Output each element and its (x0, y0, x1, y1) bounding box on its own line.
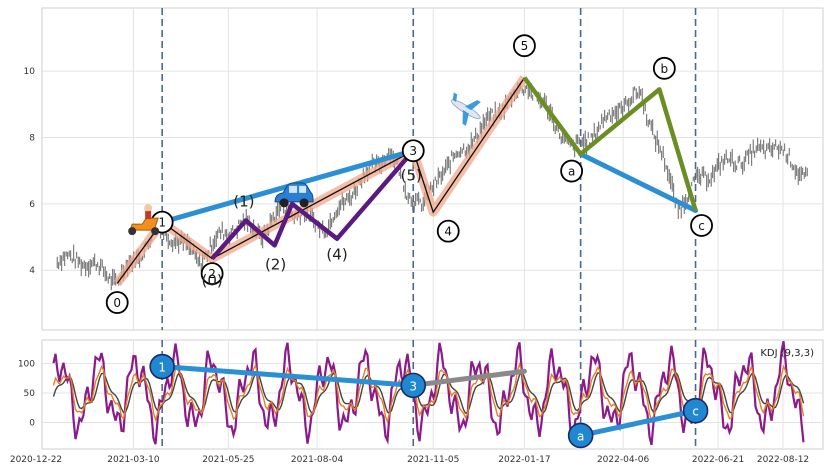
y-tick-label: 10 (24, 67, 36, 77)
airplane-icon (450, 92, 481, 126)
kdj-connection-line (159, 364, 416, 388)
rider-head (144, 204, 153, 213)
x-tick-label: 2021-05-25 (202, 455, 254, 465)
car-window (299, 185, 307, 193)
kdj-marker-label: 3 (409, 379, 417, 393)
plane-tail (452, 92, 458, 103)
car-wheel (299, 198, 309, 208)
sub-wave-line (210, 149, 415, 261)
kdj-k-line (52, 361, 805, 424)
wave-label-circle (560, 159, 584, 183)
x-tick-label: 2021-11-05 (407, 455, 459, 465)
kdj-marker-label: a (577, 429, 584, 443)
x-tick-label: 2021-08-04 (291, 455, 344, 465)
y-tick-label: 8 (29, 133, 35, 143)
car-wheel (279, 198, 289, 208)
sub-wave-label: (1) (233, 192, 254, 210)
kdj-marker-circle (149, 353, 175, 380)
wave-label: 4 (444, 225, 452, 239)
kdj-marker-circle (567, 422, 594, 449)
y-tick-label: 100 (18, 360, 35, 370)
wave-label-circle (105, 291, 129, 314)
wave-label-circle (401, 139, 425, 163)
wave-label-circle (690, 214, 713, 237)
wave-label-circle (513, 34, 536, 58)
x-tick-label: 2022-01-17 (498, 455, 550, 465)
y-tick-label: 4 (29, 266, 35, 276)
y-tick-label: 50 (24, 389, 36, 399)
sub-wave-label: (0) (202, 272, 223, 290)
scooter-icon (128, 204, 160, 236)
price-panel: 4 6 8 10 0 1 2 3 4 5 a b c (0) (1) (2) (4) (5) (24, 7, 824, 331)
wave-label: 1 (158, 216, 166, 230)
plane-wing (462, 100, 481, 126)
scooter-wheel (128, 227, 137, 236)
car-window (289, 185, 298, 193)
rider-body (145, 211, 152, 220)
kdj-connection-line (410, 368, 527, 388)
sub-wave-label: (5) (401, 167, 422, 185)
trend-line (578, 151, 699, 213)
wave-label: b (661, 62, 669, 76)
scooter-wheel (151, 227, 160, 236)
x-tick-label: 2020-12-22 (10, 455, 62, 465)
kdj-panel: 0 50 100 2020-12-22 2021-03-10 2021-05-25 2021… (10, 339, 824, 465)
wave-label-circle (652, 56, 676, 80)
corrective-wave-line (522, 76, 698, 212)
kdj-legend: KDJ (9,3,3) (760, 348, 814, 359)
sub-wave-label: (2) (265, 255, 286, 273)
kdj-marker-circle (682, 397, 709, 424)
y-tick-label: 6 (29, 200, 35, 210)
car-icon (274, 182, 314, 208)
wave-label-circle (200, 262, 224, 286)
sub-wave-label: (4) (326, 246, 347, 264)
wave-label: c (698, 219, 705, 233)
x-tick-label: 2022-08-12 (757, 455, 809, 465)
kdj-connection-line (578, 408, 699, 438)
wave-label: a (568, 165, 575, 179)
wave-label: 3 (409, 144, 417, 158)
x-tick-label: 2022-06-21 (692, 455, 744, 465)
y-tick-label: 0 (29, 418, 35, 428)
wave-label: 2 (208, 267, 216, 281)
x-tick-label: 2022-04-06 (597, 455, 650, 465)
wave-label: 0 (113, 296, 121, 310)
kdj-marker-label: c (692, 405, 699, 419)
x-tick-label: 2021-03-10 (107, 455, 160, 465)
kdj-marker-circle (400, 372, 427, 399)
kdj-marker-label: 1 (158, 361, 166, 375)
wave-label-circle (436, 219, 460, 243)
price-plot-area (41, 7, 824, 331)
wave-label: 5 (521, 39, 529, 53)
